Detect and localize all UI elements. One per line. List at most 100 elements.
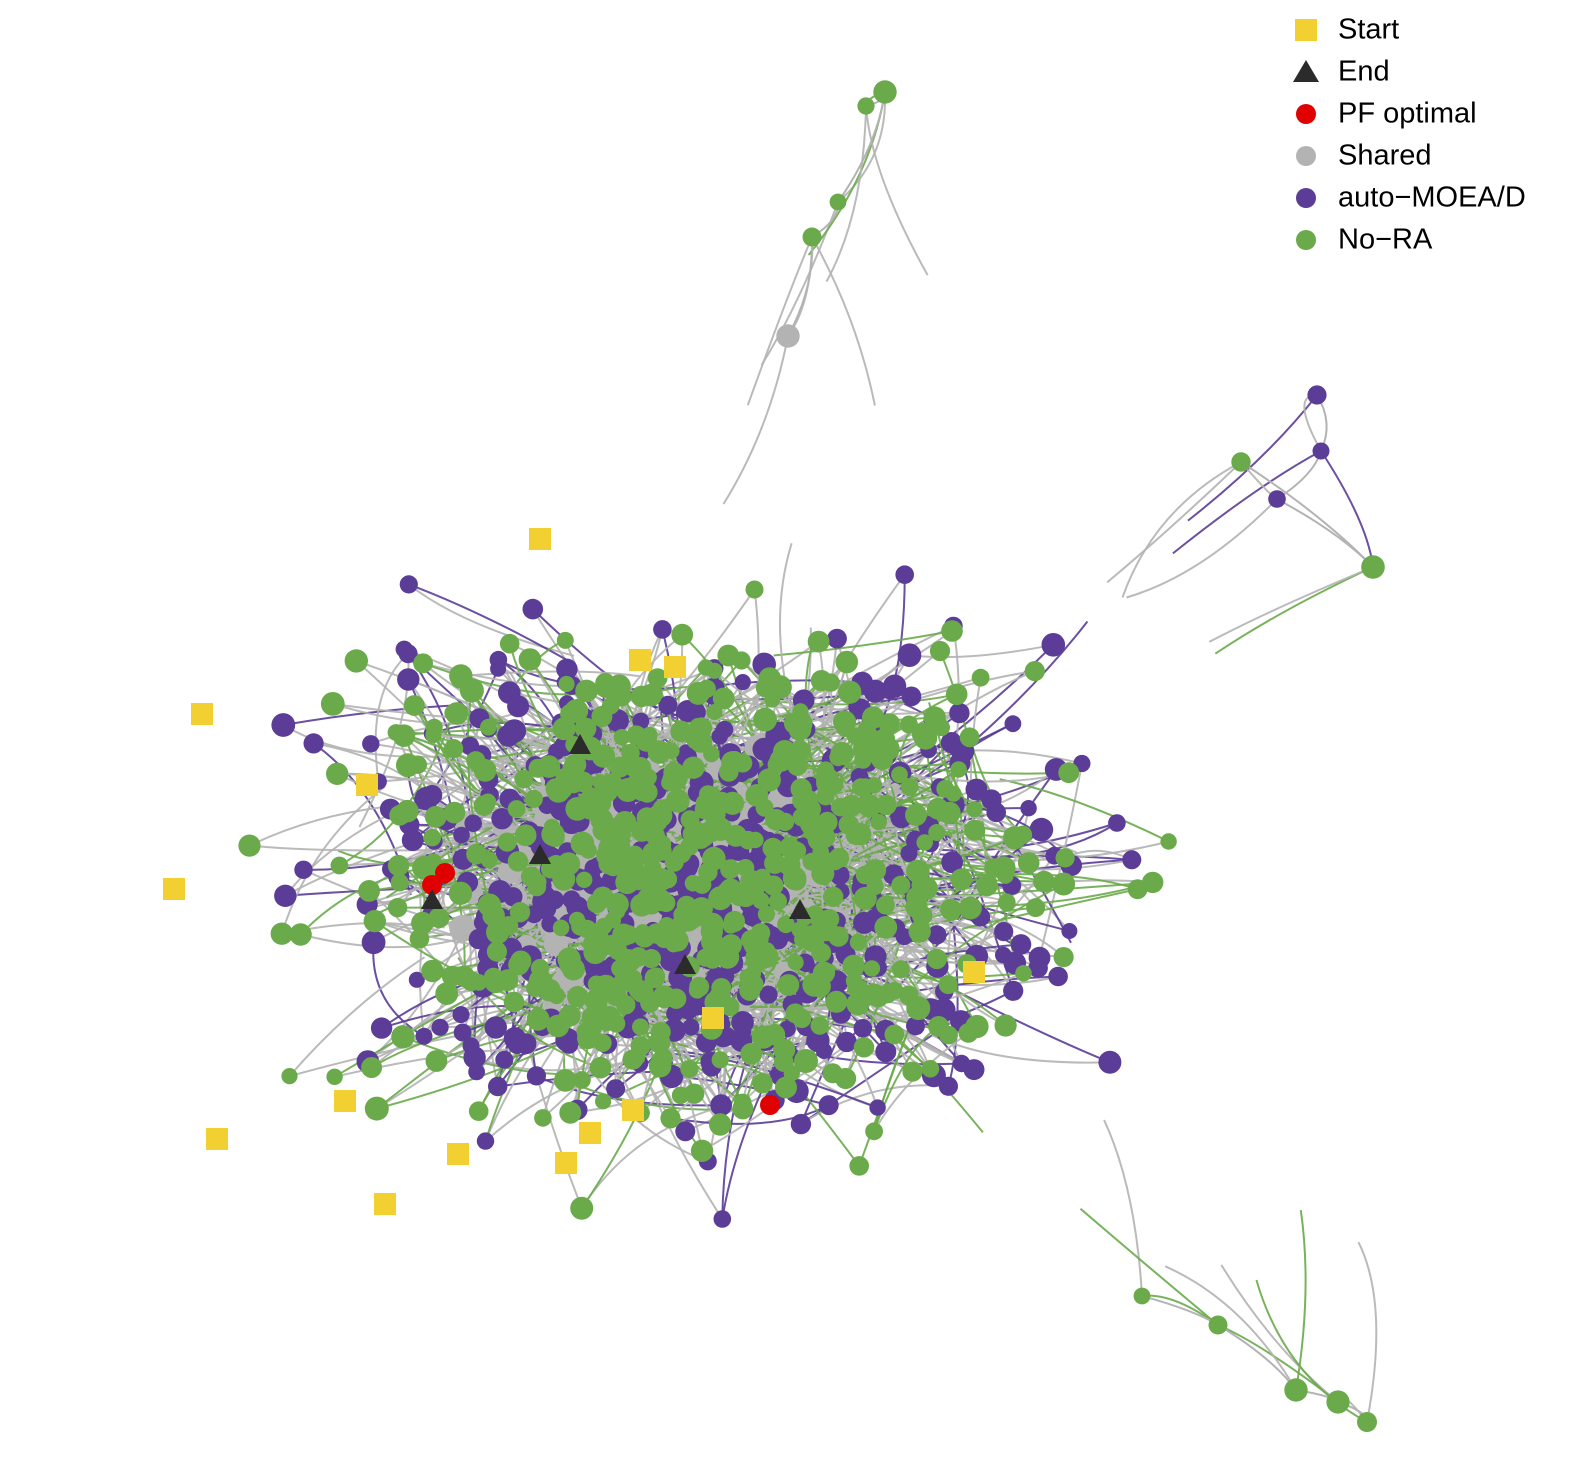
no-node bbox=[853, 1037, 875, 1058]
no-node bbox=[966, 801, 983, 818]
auto-node bbox=[401, 829, 424, 852]
no-node bbox=[238, 834, 261, 857]
no-node bbox=[840, 794, 862, 817]
no-node bbox=[683, 908, 704, 929]
no-node bbox=[573, 1071, 591, 1089]
no-node bbox=[320, 692, 345, 716]
edge bbox=[374, 652, 409, 782]
no-node bbox=[665, 789, 690, 813]
no-node bbox=[631, 820, 653, 842]
auto-node bbox=[1312, 442, 1330, 460]
auto-node bbox=[399, 575, 418, 594]
edge bbox=[1320, 450, 1374, 568]
no-node bbox=[786, 871, 807, 891]
start-node bbox=[963, 961, 985, 983]
legend-marker bbox=[1296, 104, 1316, 124]
no-node bbox=[534, 1109, 552, 1127]
shared-node bbox=[776, 324, 800, 348]
legend-marker bbox=[1296, 188, 1316, 208]
no-node bbox=[842, 954, 865, 977]
no-node bbox=[866, 877, 884, 896]
no-node bbox=[814, 918, 838, 942]
edge bbox=[1208, 566, 1374, 643]
auto-node bbox=[398, 644, 418, 664]
no-node bbox=[775, 1076, 797, 1099]
no-node bbox=[423, 828, 442, 847]
legend-marker bbox=[1296, 146, 1316, 166]
no-node bbox=[743, 933, 766, 956]
edge bbox=[779, 543, 796, 724]
no-node bbox=[632, 1018, 649, 1036]
pf-optimal-node bbox=[760, 1095, 780, 1115]
legend-label: PF optimal bbox=[1338, 98, 1477, 130]
no-node bbox=[1024, 661, 1045, 682]
no-node bbox=[626, 845, 644, 864]
no-node bbox=[802, 227, 822, 247]
start-node bbox=[629, 649, 651, 671]
no-node bbox=[757, 768, 781, 792]
no-node bbox=[916, 834, 933, 851]
no-node bbox=[444, 739, 464, 759]
edge bbox=[288, 956, 426, 1077]
edge bbox=[1220, 1264, 1339, 1403]
auto-node bbox=[507, 695, 530, 718]
auto-node bbox=[965, 778, 988, 801]
no-node bbox=[648, 886, 666, 904]
auto-node bbox=[941, 851, 963, 874]
no-node bbox=[783, 712, 806, 734]
pf-optimal-node bbox=[435, 863, 455, 883]
start-node bbox=[163, 878, 185, 900]
no-node bbox=[466, 751, 486, 771]
edge bbox=[865, 105, 929, 276]
no-node bbox=[1055, 848, 1075, 868]
auto-node bbox=[468, 928, 490, 949]
pf-optimal-node bbox=[422, 875, 442, 895]
edge bbox=[1255, 1279, 1368, 1423]
no-node bbox=[830, 741, 854, 766]
no-node bbox=[800, 817, 817, 834]
no-node bbox=[873, 80, 897, 104]
no-node bbox=[911, 722, 935, 746]
auto-node bbox=[676, 700, 699, 723]
no-node bbox=[833, 710, 857, 734]
auto-node bbox=[522, 598, 544, 620]
legend-marker bbox=[1296, 230, 1316, 250]
edge bbox=[249, 844, 430, 852]
no-node bbox=[652, 834, 672, 854]
start-node bbox=[622, 1099, 644, 1121]
auto-node bbox=[836, 1031, 857, 1053]
no-node bbox=[625, 871, 643, 888]
no-node bbox=[713, 791, 731, 809]
edge bbox=[670, 1104, 830, 1125]
no-node bbox=[403, 695, 425, 716]
no-node bbox=[387, 854, 410, 877]
no-node bbox=[755, 798, 774, 817]
no-node bbox=[387, 898, 408, 918]
no-node bbox=[736, 859, 755, 877]
no-node bbox=[615, 778, 640, 802]
no-node bbox=[413, 653, 433, 674]
no-node bbox=[361, 1057, 383, 1078]
auto-node bbox=[545, 890, 564, 910]
start-node bbox=[664, 656, 686, 678]
no-node bbox=[421, 959, 444, 983]
no-node bbox=[390, 873, 409, 892]
no-node bbox=[976, 874, 998, 897]
no-node bbox=[613, 729, 630, 746]
no-node bbox=[1127, 879, 1148, 900]
no-node bbox=[940, 898, 962, 921]
edge bbox=[961, 620, 1089, 752]
end-node bbox=[789, 899, 811, 919]
auto-node bbox=[361, 930, 386, 955]
auto-node bbox=[981, 789, 1002, 810]
no-node bbox=[558, 675, 575, 693]
edge bbox=[408, 583, 572, 664]
no-node bbox=[395, 725, 414, 745]
auto-node bbox=[1003, 980, 1024, 1001]
no-node bbox=[1284, 1378, 1308, 1402]
auto-node bbox=[927, 925, 947, 945]
no-node bbox=[653, 1047, 673, 1068]
edge bbox=[1357, 1241, 1378, 1423]
edge bbox=[760, 201, 839, 366]
no-node bbox=[611, 959, 629, 978]
